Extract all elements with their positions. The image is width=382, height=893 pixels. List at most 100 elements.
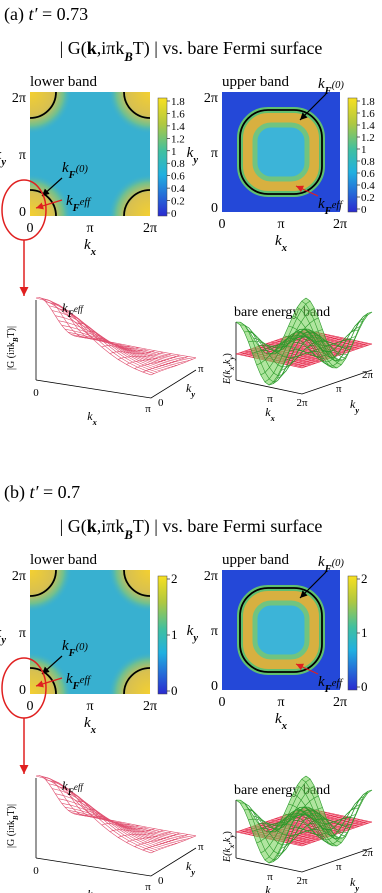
mesh-line — [77, 336, 193, 360]
mesh-line — [288, 803, 355, 824]
x-tick-label: π — [145, 881, 151, 893]
y-axis-label: ky — [186, 859, 195, 877]
mesh-line — [275, 328, 342, 366]
mesh-line — [301, 821, 373, 847]
x-tick-label: 2π — [143, 699, 157, 714]
colorbar-tick-label: 0.8 — [171, 158, 185, 170]
y-axis-label: ky — [187, 623, 199, 644]
panel-title-part: T) | vs. bare Fermi surface — [133, 38, 323, 59]
subplot-title: lower band — [30, 552, 98, 568]
y-axis-label-part: k — [0, 625, 2, 641]
mesh-line — [284, 813, 351, 829]
kf0-label: kF(0) — [318, 554, 344, 575]
arrow — [299, 571, 327, 599]
kf0-label-part: (0) — [76, 164, 89, 175]
x-tick-label: π — [86, 221, 93, 236]
z-axis-label: |G (iπkBT)| — [6, 804, 20, 848]
y-axis-label: ky — [0, 147, 6, 168]
kf0-label-part: (0) — [332, 80, 345, 91]
mesh-line — [301, 778, 368, 840]
ring-inner — [252, 600, 310, 660]
colorbar-tick-label: 1 — [171, 146, 177, 158]
corner-peak — [108, 570, 150, 612]
x-axis-label-part: x — [281, 721, 287, 732]
z-axis-label-part: |G (iπk — [6, 820, 17, 848]
mesh-line — [292, 315, 359, 353]
mesh-line — [134, 354, 180, 369]
z-axis-label-part: x — [228, 844, 236, 849]
axis-box — [235, 369, 373, 395]
mesh-line — [272, 330, 344, 384]
mesh-line — [272, 808, 344, 862]
colorbar-tick-label: 1 — [361, 144, 367, 156]
x-tick-label: 2π — [296, 875, 308, 887]
z-axis-label-part: E(k — [222, 370, 233, 385]
corner-peak — [108, 652, 150, 694]
kfeff-label-part: eff — [74, 304, 85, 314]
kfeff-label-part: k — [62, 778, 68, 793]
heatmap-corners — [30, 92, 150, 216]
colorbar-tick-label: 0.8 — [361, 156, 375, 168]
y-axis-label-part: k — [187, 623, 194, 639]
x-axis-label-part: k — [87, 887, 93, 893]
panel: (b) t′ = 0.7| G(k,iπkBT) | vs. bare Ferm… — [0, 482, 374, 893]
y-tick-label: 2π — [12, 569, 26, 584]
colorbar — [157, 97, 168, 217]
mesh-line — [101, 823, 147, 830]
y-tick-label: π — [336, 383, 342, 395]
colorbar-tick-label: 2 — [171, 571, 178, 586]
kf0-label-part: k — [62, 160, 69, 176]
kfeff-label-part: F — [324, 684, 332, 695]
x-axis-label-part: k — [84, 715, 91, 731]
x-tick-label: 0 — [33, 865, 39, 877]
panel-title-part: | G( — [60, 38, 87, 59]
panel-title-part: ,iπk — [97, 516, 125, 536]
mesh-line — [142, 834, 188, 851]
panel-title: | G(k,iπkBT) | vs. bare Fermi surface — [60, 38, 323, 64]
kf0-label-part: (0) — [76, 642, 89, 653]
kfeff-label-part: F — [324, 206, 332, 217]
colorbar — [157, 575, 168, 695]
x-axis-label: kx — [84, 715, 96, 736]
colorbar-tick-label: 0.6 — [361, 168, 375, 180]
subplot-title: upper band — [222, 552, 290, 568]
kfeff-label-part: eff — [332, 678, 345, 689]
mesh-line — [301, 311, 373, 369]
x-axis-label: kx — [265, 883, 275, 893]
panel-label-part: (a) — [4, 4, 28, 25]
mesh-line — [284, 335, 351, 351]
kf0-label: kF(0) — [62, 160, 88, 181]
y-axis-label: ky — [350, 875, 359, 893]
mesh-line — [80, 336, 197, 359]
panel-label-part: t′ — [28, 4, 38, 24]
x-axis-label-part: x — [281, 243, 287, 254]
kfeff-label-part: eff — [74, 782, 85, 792]
mesh-line — [64, 328, 180, 365]
panel-title-part: ,iπk — [97, 38, 125, 58]
kf0-label-part: F — [68, 170, 76, 181]
mesh-line — [281, 340, 352, 371]
mesh-line — [270, 806, 338, 847]
kfeff-label: kFeff — [66, 671, 92, 692]
y-tick-label: 2π — [204, 569, 218, 584]
kfeff-label-part: F — [72, 681, 80, 692]
kfeff-label-part: k — [66, 193, 73, 209]
colorbar-tick-label: 0.2 — [361, 192, 375, 204]
x-axis-label-part: x — [270, 414, 275, 423]
colorbar-tick-label: 1.8 — [361, 96, 375, 108]
y-axis-label-part: k — [186, 859, 192, 873]
panel-label-part: = 0.7 — [38, 482, 80, 502]
x-axis-label: kx — [275, 233, 287, 254]
x-tick-label: 2π — [333, 217, 347, 232]
mesh-line — [58, 798, 174, 845]
fermi-surface — [239, 587, 323, 673]
mesh-line — [68, 810, 184, 842]
mesh-line — [301, 789, 373, 847]
x-tick-label: π — [267, 393, 273, 405]
arrow — [295, 185, 319, 197]
mesh-line — [301, 343, 373, 369]
panel-title-part: B — [123, 50, 132, 64]
ring-inner — [252, 122, 310, 182]
colorbar-tick-label: 1.6 — [361, 108, 375, 120]
y-tick-label: 0 — [158, 875, 164, 887]
